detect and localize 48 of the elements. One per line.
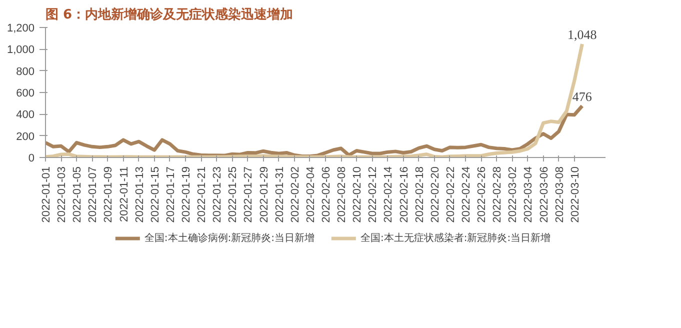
y-tick-label: 800: [16, 66, 35, 78]
x-tick-label: 2022-01-21: [196, 166, 208, 223]
y-tick-label: 1,200: [6, 22, 35, 34]
x-tick-label: 2022-02-24: [460, 166, 472, 223]
line-series: [46, 104, 584, 158]
x-tick-label: 2022-01-01: [40, 166, 52, 223]
x-tick-label: 2022-02-16: [398, 166, 410, 223]
x-tick-label: 2022-01-03: [56, 166, 68, 223]
x-tick-label: 2022-02-08: [336, 166, 348, 223]
x-tick-label: 2022-01-29: [258, 166, 270, 223]
x-tick-label: 2022-02-04: [304, 166, 317, 223]
x-tick-label: 2022-03-04: [522, 166, 535, 223]
x-tick-label: 2022-02-02: [289, 166, 302, 223]
x-tick-label: 2022-03-06: [538, 166, 550, 223]
x-tick-label: 2022-02-18: [414, 166, 426, 223]
x-tick-label: 2022-03-08: [554, 166, 566, 223]
chart-title: 图 6：内地新增确诊及无症状感染迅速增加: [46, 6, 294, 22]
x-tick-label: 2022-03-10: [569, 166, 582, 223]
x-tick-label: 2022-01-27: [242, 166, 255, 223]
legend-label: 全国:本土无症状感染者:新冠肺炎:当日新增: [360, 232, 551, 245]
y-tick-label: 0: [28, 152, 35, 164]
x-tick-label: 2022-02-10: [352, 166, 364, 223]
x-tick-label: 2022-02-14: [382, 166, 395, 223]
y-tick-label: 600: [16, 88, 35, 100]
y-tick-label: 400: [16, 109, 35, 122]
x-tick-label: 2022-01-09: [102, 166, 115, 223]
x-tick-label: 2022-01-19: [180, 166, 192, 223]
x-tick-label: 2022-01-05: [72, 166, 84, 223]
y-tick-label: 200: [16, 130, 35, 143]
y-tick-label: 1,000: [6, 44, 35, 56]
data-label: 476: [572, 88, 592, 104]
data-label: 1,048: [568, 26, 597, 42]
x-tick-label: 2022-02-06: [320, 166, 332, 223]
x-tick-label: 2022-02-12: [367, 166, 380, 223]
x-tick-label: 2022-01-31: [274, 166, 286, 223]
x-tick-label: 2022-02-22: [444, 166, 457, 223]
legend-label: 全国:本土确诊病例:新冠肺炎:当日新增: [144, 232, 314, 245]
x-tick-label: 2022-02-28: [492, 166, 504, 223]
x-tick-label: 2022-01-17: [164, 166, 177, 223]
x-tick-label: 2022-01-11: [118, 166, 130, 222]
x-tick-label: 2022-01-13: [134, 166, 146, 223]
x-tick-label: 2022-01-23: [212, 166, 224, 223]
x-tick-label: 2022-03-02: [507, 166, 520, 223]
x-tick-label: 2022-01-25: [227, 166, 240, 223]
x-tick-label: 2022-01-07: [87, 166, 100, 223]
x-tick-label: 2022-01-15: [149, 166, 162, 223]
x-tick-label: 2022-02-20: [429, 166, 442, 223]
x-tick-label: 2022-02-26: [476, 166, 488, 223]
